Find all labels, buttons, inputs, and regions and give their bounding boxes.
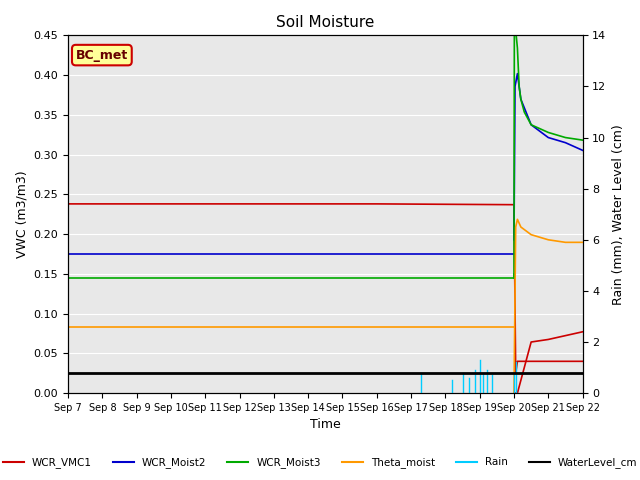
Legend: WCR_VMC1, WCR_Moist2, WCR_Moist3, Theta_moist, Rain, WaterLevel_cm: WCR_VMC1, WCR_Moist2, WCR_Moist3, Theta_… <box>0 453 640 472</box>
Text: BC_met: BC_met <box>76 48 128 61</box>
X-axis label: Time: Time <box>310 419 340 432</box>
Title: Soil Moisture: Soil Moisture <box>276 15 374 30</box>
Y-axis label: Rain (mm), Water Level (cm): Rain (mm), Water Level (cm) <box>612 124 625 305</box>
Y-axis label: VWC (m3/m3): VWC (m3/m3) <box>15 170 28 258</box>
